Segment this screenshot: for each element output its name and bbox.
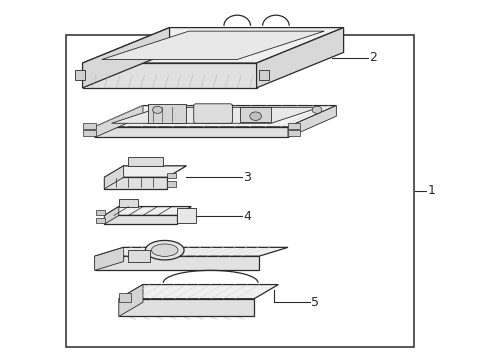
Polygon shape	[95, 247, 287, 256]
Bar	[287, 123, 300, 129]
Bar	[119, 293, 131, 302]
Bar	[75, 71, 85, 80]
Circle shape	[152, 106, 162, 113]
Polygon shape	[119, 284, 142, 316]
Bar	[95, 218, 105, 223]
Polygon shape	[119, 284, 278, 299]
Polygon shape	[256, 28, 343, 88]
Polygon shape	[82, 28, 169, 88]
Polygon shape	[104, 166, 186, 177]
Bar	[82, 123, 96, 129]
Polygon shape	[95, 256, 259, 270]
Text: 4: 4	[243, 210, 251, 222]
Text: 3: 3	[243, 171, 251, 184]
Polygon shape	[95, 105, 142, 138]
Polygon shape	[95, 247, 123, 270]
Polygon shape	[104, 207, 191, 215]
Bar	[82, 130, 96, 136]
Bar	[167, 181, 176, 187]
Polygon shape	[95, 105, 336, 127]
Polygon shape	[119, 299, 254, 316]
Polygon shape	[82, 63, 256, 88]
FancyBboxPatch shape	[193, 104, 232, 123]
Circle shape	[311, 106, 321, 113]
Bar	[95, 211, 105, 215]
Bar	[128, 250, 150, 261]
Polygon shape	[102, 31, 324, 59]
Bar	[65, 35, 413, 347]
Bar	[147, 104, 186, 123]
Polygon shape	[111, 107, 319, 123]
Bar	[167, 172, 176, 178]
Polygon shape	[287, 105, 336, 138]
Bar	[239, 107, 270, 122]
Bar	[177, 208, 196, 222]
Polygon shape	[82, 28, 343, 63]
Bar	[259, 71, 268, 80]
Polygon shape	[104, 215, 177, 224]
Bar	[119, 199, 138, 207]
Ellipse shape	[151, 244, 178, 256]
Text: 2: 2	[368, 51, 376, 64]
Polygon shape	[104, 207, 119, 224]
Polygon shape	[95, 127, 287, 138]
Text: 1: 1	[427, 184, 434, 197]
Ellipse shape	[145, 240, 183, 260]
Bar	[128, 157, 163, 166]
Bar	[287, 130, 300, 136]
Text: 5: 5	[310, 296, 319, 309]
Circle shape	[249, 112, 261, 121]
Polygon shape	[104, 177, 167, 189]
Polygon shape	[104, 166, 123, 189]
